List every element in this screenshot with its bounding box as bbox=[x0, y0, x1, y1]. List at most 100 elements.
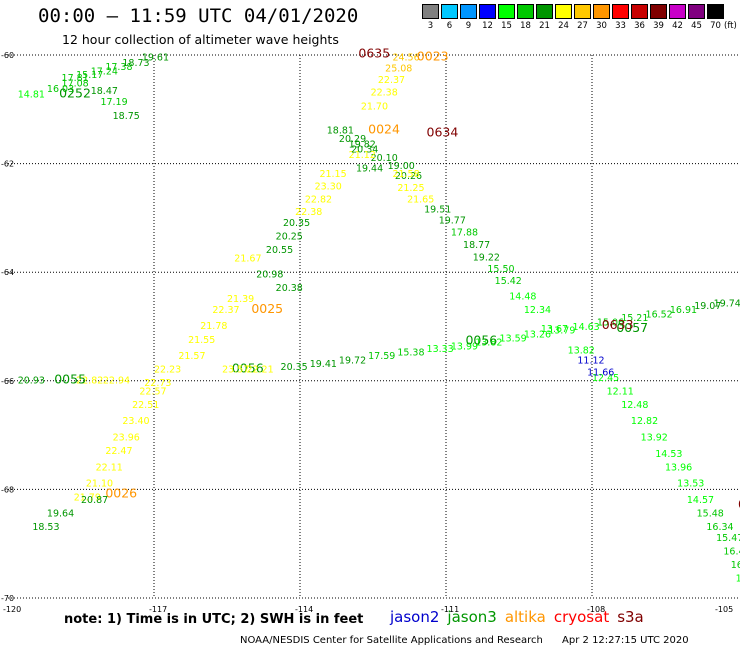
swh-value-label: 12.48 bbox=[621, 400, 648, 411]
swh-value-label: 16.34 bbox=[706, 522, 733, 533]
swh-value-label: 15.17 bbox=[76, 70, 103, 81]
satellite-label-s3a: s3a bbox=[617, 608, 644, 626]
swh-value-label: 16.52 bbox=[646, 309, 673, 320]
swh-value-label: 22.73 bbox=[144, 378, 171, 389]
swh-value-label: 22.38 bbox=[371, 88, 398, 99]
swh-value-label: 21.55 bbox=[188, 335, 215, 346]
swh-value-label: 23.30 bbox=[315, 182, 342, 193]
swh-value-label: 21.67 bbox=[234, 253, 261, 264]
legend-label: 33 bbox=[615, 21, 626, 31]
swh-value-label: 15.48 bbox=[697, 509, 724, 520]
swh-value-label: 24.56 bbox=[392, 52, 419, 63]
swh-value-label: 13.33 bbox=[427, 344, 454, 355]
swh-value-label: 13.82 bbox=[568, 346, 595, 357]
x-tick-label: -114 bbox=[295, 605, 313, 614]
swh-value-label: 13.96 bbox=[665, 462, 692, 473]
x-tick-label: -120 bbox=[3, 605, 21, 614]
swh-value-label: 18.77 bbox=[463, 240, 490, 251]
swh-value-label: 21.12 bbox=[349, 150, 376, 161]
swh-value-label: 12.34 bbox=[524, 305, 551, 316]
swh-value-label: 17.38 bbox=[105, 62, 132, 73]
legend-unit: (ft) bbox=[724, 21, 737, 31]
swh-value-label: 21.65 bbox=[407, 195, 434, 206]
swh-value-label: 20.55 bbox=[266, 245, 293, 256]
chart-subtitle: 12 hour collection of altimeter wave hei… bbox=[62, 32, 339, 47]
swh-value-label: 15 bbox=[736, 574, 740, 585]
time-label: 0056 bbox=[232, 361, 264, 376]
swh-value-label: 12.11 bbox=[607, 386, 634, 397]
x-tick-label: -111 bbox=[441, 605, 459, 614]
legend-label: 70 bbox=[710, 21, 721, 31]
swh-value-label: 14.48 bbox=[509, 291, 536, 302]
swh-value-label: 19.82 bbox=[349, 139, 376, 150]
legend-swatch bbox=[688, 4, 705, 19]
legend-swatch bbox=[612, 4, 629, 19]
swh-value-label: 17.19 bbox=[100, 97, 127, 108]
time-label: 0025 bbox=[251, 301, 283, 316]
swh-value-label: 15.47 bbox=[716, 533, 740, 544]
swh-value-label: 18.47 bbox=[91, 86, 118, 97]
time-label: 0023 bbox=[417, 48, 449, 63]
footer-timestamp: Apr 2 12:27:15 UTC 2020 bbox=[562, 635, 689, 646]
legend-label: 9 bbox=[465, 21, 472, 31]
swh-value-label: 18.81 bbox=[327, 126, 354, 137]
legend-swatch bbox=[650, 4, 667, 19]
legend-label: 3 bbox=[427, 21, 434, 31]
satellite-label-jason2: jason2 bbox=[390, 608, 440, 626]
footer-credit: NOAA/NESDIS Center for Satellite Applica… bbox=[240, 635, 543, 646]
swh-value-label: 13.79 bbox=[548, 326, 575, 337]
legend-swatch bbox=[707, 4, 724, 19]
swh-value-label: 22.57 bbox=[139, 386, 166, 397]
swh-value-label: 21.15 bbox=[319, 169, 346, 180]
grid-lines bbox=[8, 54, 738, 599]
x-tick-label: -105 bbox=[715, 605, 733, 614]
time-label: 0252 bbox=[59, 85, 91, 100]
legend-label: 21 bbox=[539, 21, 550, 31]
swh-value-label: 19.44 bbox=[356, 164, 383, 175]
y-tick-label: -64 bbox=[1, 268, 14, 277]
swh-value-label: 19.72 bbox=[339, 355, 366, 366]
x-tick-label: -117 bbox=[149, 605, 167, 614]
legend-label: 18 bbox=[520, 21, 531, 31]
swh-value-label: 20.25 bbox=[276, 232, 303, 243]
satellite-label-altika: altika bbox=[504, 608, 546, 626]
swh-value-label: 19.74 bbox=[714, 298, 740, 309]
legend-swatch bbox=[574, 4, 591, 19]
y-tick-label: -70 bbox=[1, 594, 14, 603]
swh-value-label: 20.38 bbox=[276, 283, 303, 294]
track-marks: 14.81 16.0317.0815.1717.2417.3818.7319.61… bbox=[18, 46, 740, 585]
note-text: note: 1) Time is in UTC; 2) SWH is in fe… bbox=[64, 612, 364, 627]
swh-value-label: 13.67 bbox=[541, 324, 568, 335]
legend-label: 36 bbox=[634, 21, 645, 31]
legend-swatch bbox=[498, 4, 515, 19]
swh-value-label: 21.25 bbox=[397, 183, 424, 194]
swh-value-label: 14.63 bbox=[573, 322, 600, 333]
swh-value-label: 20.87 bbox=[81, 495, 108, 506]
swh-value-label: 15.38 bbox=[397, 347, 424, 358]
swh-value-label: 22.37 bbox=[378, 75, 405, 86]
legend-label: 30 bbox=[596, 21, 607, 31]
legend-swatch bbox=[479, 4, 496, 19]
satellite-label-cryosat: cryosat bbox=[553, 608, 610, 626]
legend-label: 6 bbox=[446, 21, 453, 31]
swh-value-label: 18.53 bbox=[32, 522, 59, 533]
swh-value-label: 19.64 bbox=[47, 509, 74, 520]
legend-swatch bbox=[555, 4, 572, 19]
swh-value-label: 20.93 bbox=[18, 376, 45, 387]
x-tick-label: -108 bbox=[587, 605, 605, 614]
time-label: 0634 bbox=[427, 124, 459, 139]
legend-label: 27 bbox=[577, 21, 588, 31]
swh-value-label: 22.47 bbox=[105, 446, 132, 457]
legend-label: 24 bbox=[558, 21, 569, 31]
swh-value-label: 16.91 bbox=[670, 305, 697, 316]
swh-value-label: 23.40 bbox=[122, 416, 149, 427]
chart-title: 00:00 – 11:59 UTC 04/01/2020 bbox=[38, 5, 359, 27]
swh-value-label: 20.35 bbox=[281, 362, 308, 373]
swh-value-label: 21.57 bbox=[178, 351, 205, 362]
swh-value-label: 13.92 bbox=[641, 433, 668, 444]
swh-value-label: 17.24 bbox=[91, 67, 118, 78]
swh-value-label: 15.06 bbox=[597, 317, 624, 328]
swh-value-label: 25.08 bbox=[385, 63, 412, 74]
swh-value-label: 19.00 bbox=[388, 161, 415, 172]
swh-value-label: 11.12 bbox=[577, 355, 604, 366]
